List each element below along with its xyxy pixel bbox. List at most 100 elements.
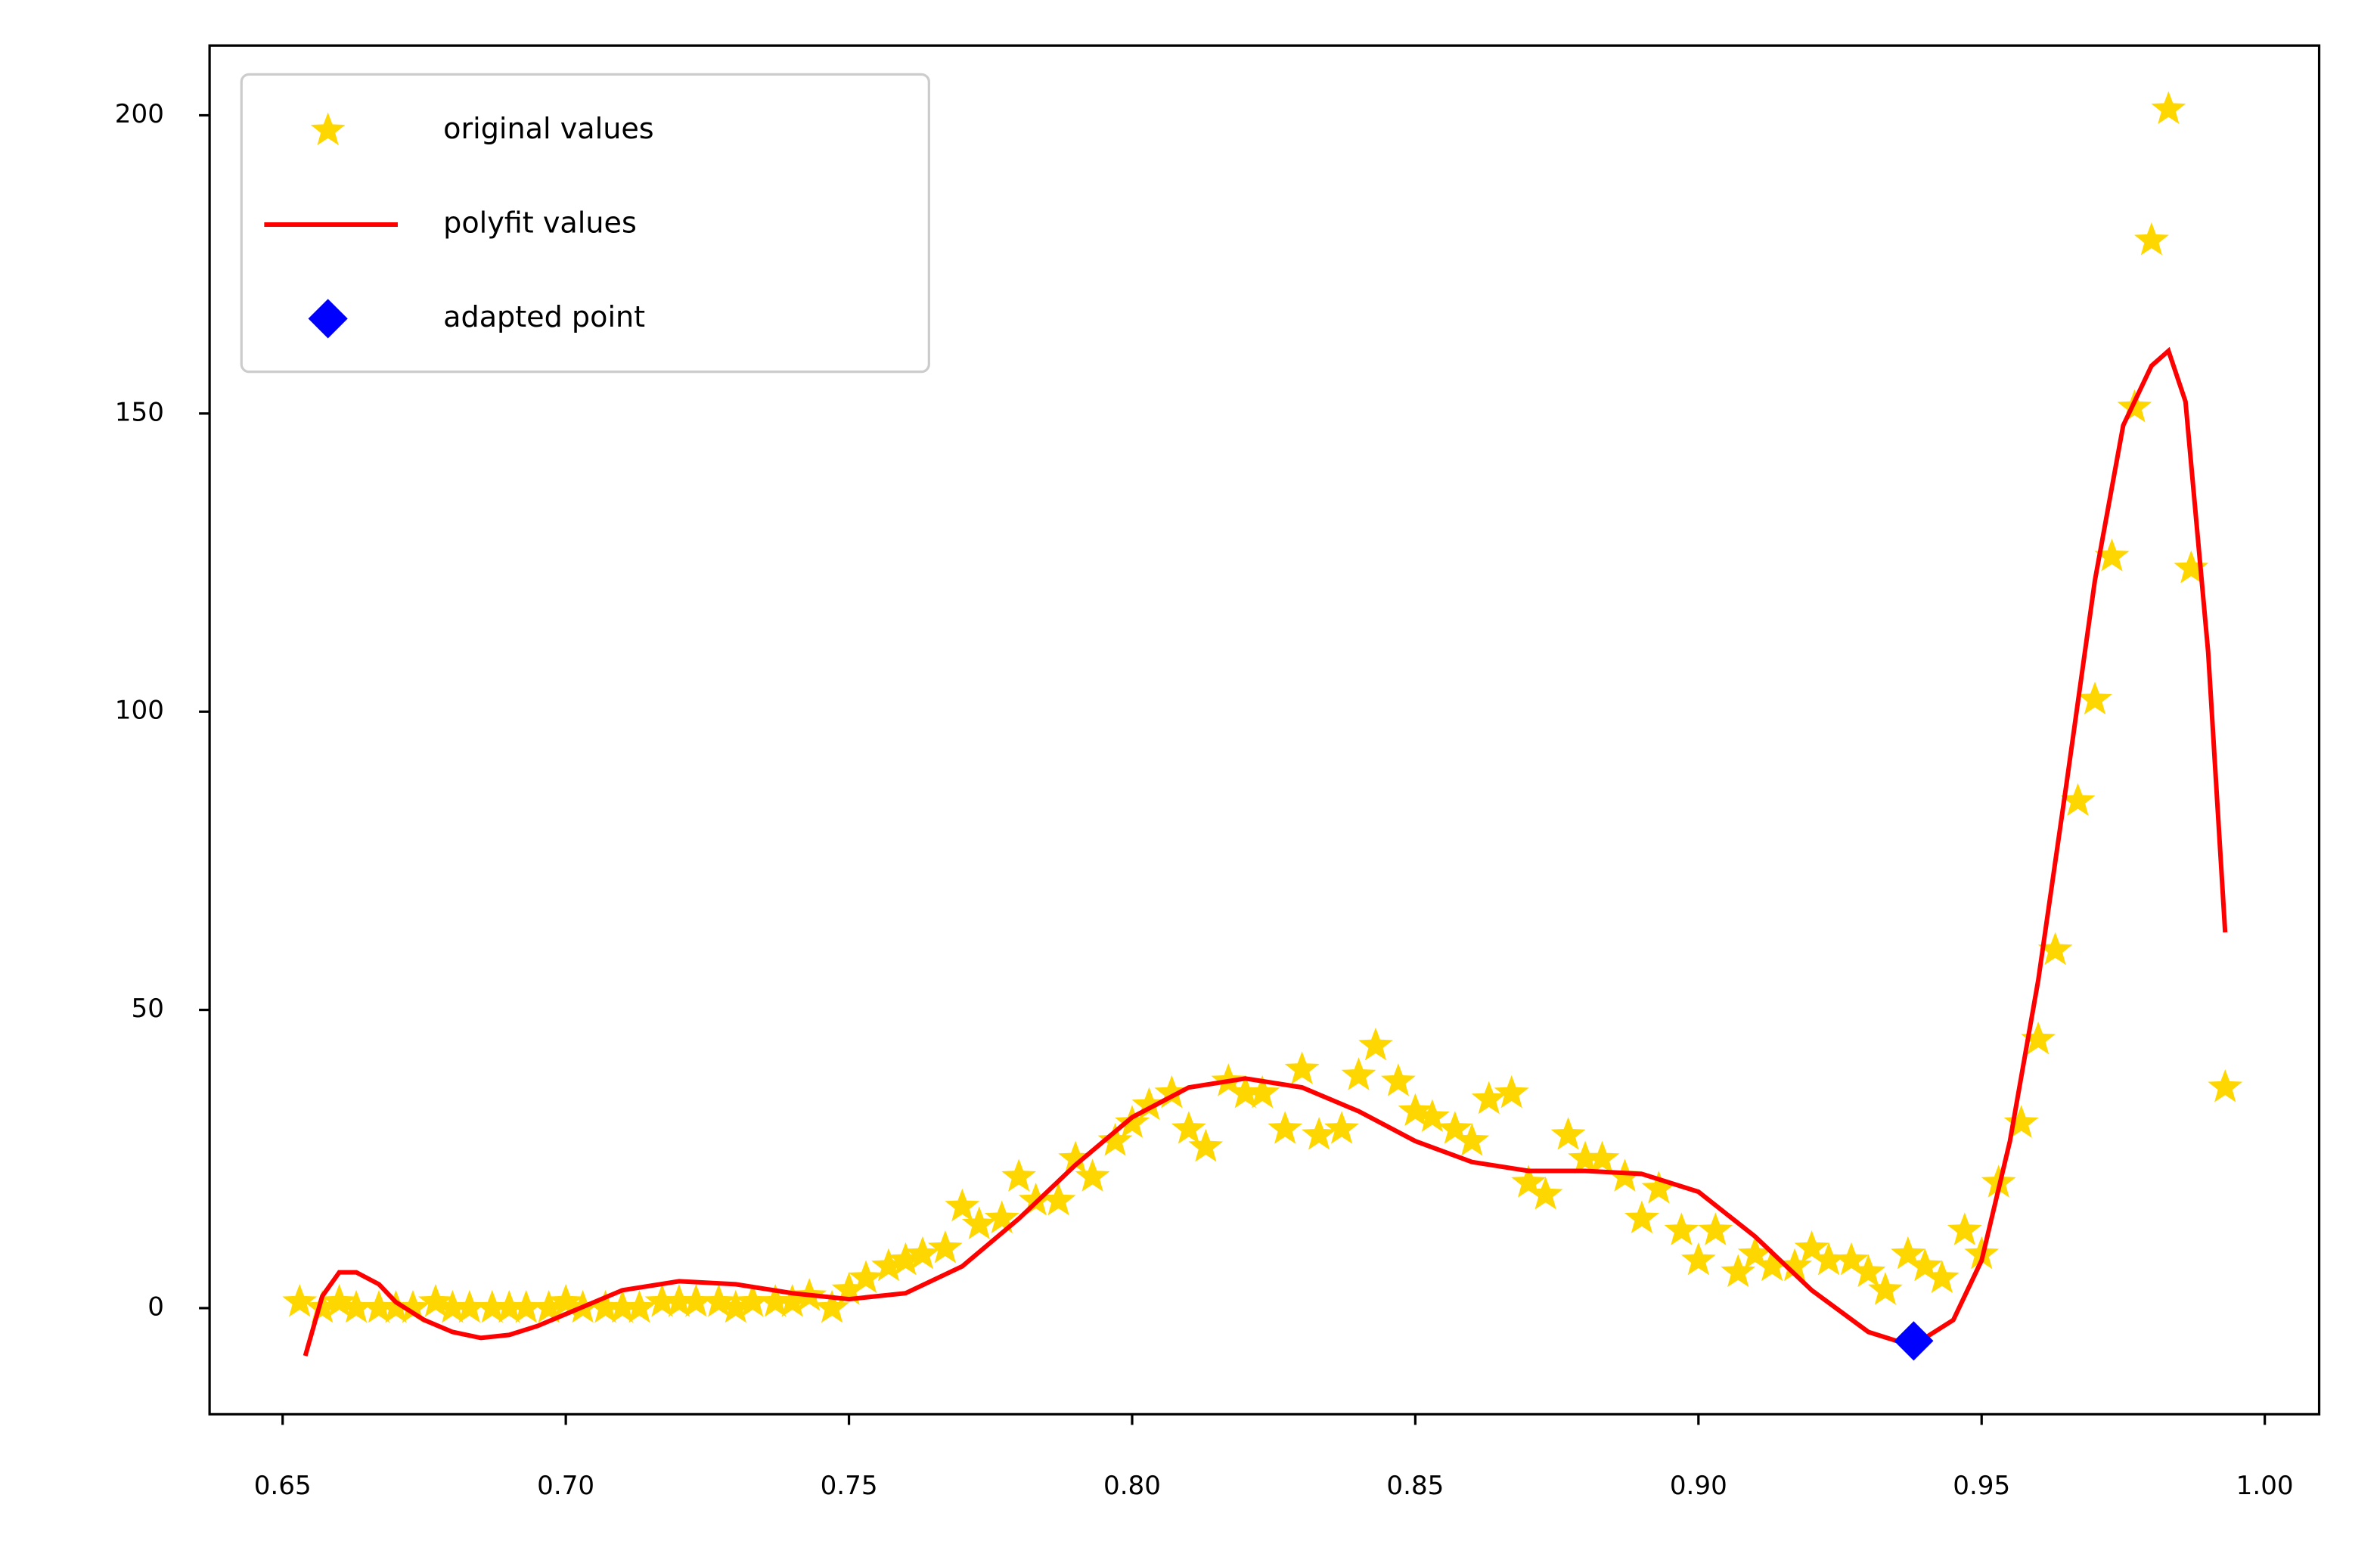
star-marker — [282, 1283, 318, 1317]
star-marker — [1131, 1087, 1167, 1121]
star-marker — [644, 1283, 680, 1317]
star-marker — [1018, 1182, 1053, 1216]
x-tick-label: 0.90 — [1670, 1471, 1727, 1501]
plot-area — [282, 91, 2243, 1361]
series — [303, 346, 2228, 1357]
star-marker — [1868, 1272, 1903, 1305]
legend-label: adapted point — [443, 300, 645, 333]
x-tick-label: 0.75 — [821, 1471, 878, 1501]
star-marker — [1947, 1212, 1982, 1245]
star-marker — [1058, 1140, 1094, 1174]
star-marker — [1794, 1230, 1829, 1264]
star-marker — [1680, 1242, 1716, 1276]
star-marker — [1698, 1212, 1733, 1245]
star-marker — [871, 1248, 906, 1282]
star-marker — [378, 1289, 414, 1323]
star-marker — [1890, 1236, 1925, 1270]
star-marker — [588, 1289, 623, 1323]
star-marker — [815, 1289, 849, 1323]
star-marker — [849, 1260, 883, 1293]
star-marker — [1584, 1140, 1620, 1174]
star-marker — [774, 1283, 810, 1317]
star-marker — [339, 1289, 374, 1323]
star-marker — [1568, 1140, 1603, 1174]
star-marker — [1398, 1093, 1433, 1127]
x-tick-label: 1.00 — [2236, 1471, 2294, 1501]
star-marker — [678, 1283, 714, 1317]
star-marker — [1437, 1111, 1472, 1144]
star-marker — [361, 1289, 396, 1323]
star-marker — [1188, 1128, 1224, 1162]
x-tick-label: 0.80 — [1103, 1471, 1161, 1501]
star-marker — [2151, 91, 2186, 125]
star-marker — [701, 1283, 737, 1317]
star-marker — [1737, 1236, 1773, 1270]
x-tick-label: 0.85 — [1386, 1471, 1444, 1501]
star-marker — [735, 1283, 771, 1317]
star-marker — [1924, 1260, 1960, 1293]
star-marker — [622, 1289, 657, 1323]
star-marker — [1227, 1074, 1263, 1109]
star-marker — [2003, 1105, 2039, 1138]
star-marker — [1528, 1176, 1563, 1210]
star-marker — [1302, 1117, 1336, 1150]
star-marker — [418, 1283, 453, 1317]
star-marker — [2037, 932, 2073, 966]
series — [282, 91, 2243, 1323]
star-marker — [1341, 1057, 1376, 1090]
x-tick-label: 0.95 — [1953, 1471, 2010, 1501]
star-marker — [1041, 1182, 1076, 1216]
star-marker — [305, 1289, 340, 1323]
y-tick-label: 150 — [115, 397, 164, 427]
axes-frame — [208, 44, 2321, 1416]
star-marker — [1721, 1254, 1756, 1288]
star-marker — [2060, 783, 2096, 817]
star-marker — [927, 1230, 963, 1264]
x-tick-label: 0.70 — [537, 1471, 594, 1501]
star-marker — [435, 1289, 470, 1323]
star-marker — [1171, 1111, 1206, 1144]
star-marker — [2174, 550, 2209, 584]
x-tick-label: 0.65 — [254, 1471, 312, 1501]
star-marker — [1811, 1242, 1846, 1276]
star-marker — [1097, 1122, 1133, 1156]
star-marker — [1075, 1158, 1110, 1192]
star-marker — [661, 1283, 697, 1317]
y-tick-label: 50 — [132, 994, 164, 1024]
star-marker — [831, 1272, 867, 1305]
star-marker — [961, 1206, 997, 1239]
star-marker — [1001, 1158, 1037, 1192]
star-marker — [1115, 1105, 1150, 1138]
legend-label: polyfit values — [443, 206, 637, 240]
star-marker — [718, 1289, 753, 1323]
star-marker — [758, 1283, 793, 1317]
legend-frame — [240, 73, 930, 374]
star-marker — [1664, 1212, 1699, 1245]
star-marker — [1641, 1171, 1677, 1204]
star-marker — [508, 1289, 544, 1323]
star-marker — [1494, 1074, 1529, 1109]
star-marker — [1907, 1248, 1943, 1282]
star-marker — [492, 1289, 527, 1323]
legend-label: original values — [443, 112, 654, 145]
star-marker — [451, 1289, 487, 1323]
star-marker — [1471, 1081, 1507, 1115]
y-tick-label: 200 — [115, 99, 164, 129]
star-marker — [1245, 1074, 1280, 1109]
star-marker — [1414, 1099, 1450, 1133]
star-marker — [1755, 1248, 1790, 1282]
star-marker — [474, 1289, 510, 1323]
star-marker — [945, 1188, 980, 1222]
legend-icon — [308, 299, 348, 339]
star-marker — [2077, 681, 2112, 715]
fit-line — [303, 346, 2228, 1357]
star-marker — [1851, 1254, 1886, 1288]
star-marker — [1550, 1117, 1586, 1150]
star-marker — [2094, 538, 2130, 572]
star-marker — [548, 1283, 584, 1317]
legend-icon — [310, 112, 346, 146]
star-marker — [1284, 1051, 1320, 1084]
star-marker — [531, 1289, 566, 1323]
star-marker — [605, 1289, 640, 1323]
